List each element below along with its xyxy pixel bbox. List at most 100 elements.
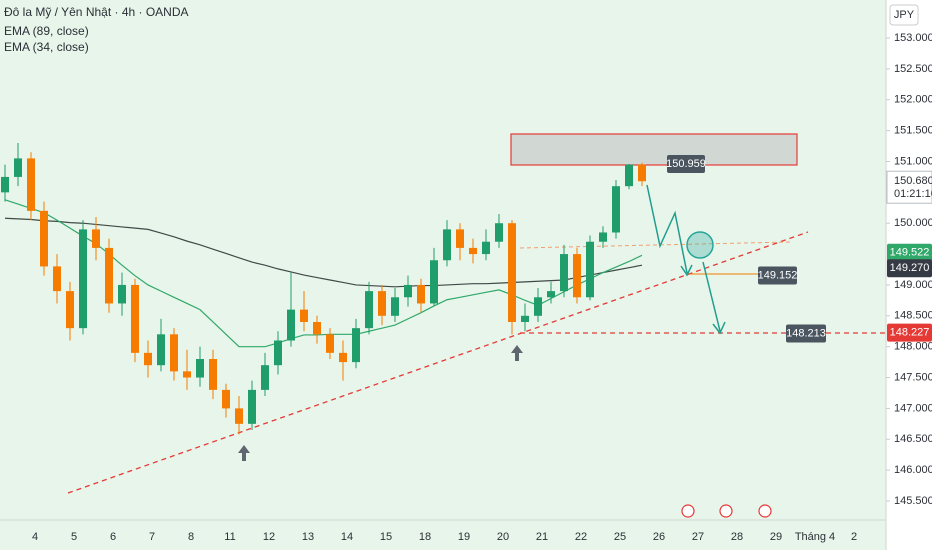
candle-body [300, 309, 308, 322]
arrow-head [712, 321, 726, 335]
ema-badge [887, 259, 932, 278]
candle-body [443, 229, 451, 261]
currency: JPY [894, 9, 915, 21]
projection-path [702, 261, 721, 332]
candle-body [66, 291, 74, 329]
candle-body [261, 365, 269, 390]
ema-badge [887, 243, 932, 262]
candle-body [495, 223, 503, 242]
ema-badge-label: 149.270 [890, 262, 930, 274]
candle-body [404, 284, 412, 298]
candle-body [40, 210, 48, 267]
candle-body [612, 186, 620, 233]
y-tick-label: 151.000 [894, 155, 932, 167]
candle-body [365, 291, 373, 329]
event-icon [719, 504, 733, 518]
level-badge-label: 148.227 [890, 327, 930, 339]
candle-body [27, 158, 35, 211]
highlight-circle [686, 231, 714, 259]
y-tick-label: 147.500 [894, 371, 932, 383]
candle-body [248, 389, 256, 424]
x-tick-label: 5 [71, 531, 77, 543]
x-tick-label: 26 [653, 531, 665, 543]
neckline [519, 241, 791, 249]
up-arrow [238, 445, 250, 461]
currency-box[interactable] [889, 4, 919, 26]
x-tick-label: 14 [341, 531, 353, 543]
candle-body [287, 309, 295, 341]
candle-body [183, 371, 191, 378]
x-tick-label: 2 [851, 531, 857, 543]
y-tick-label: 146.000 [894, 464, 932, 476]
event-icon [758, 504, 772, 518]
trend-line [67, 231, 809, 494]
last-price-badge [886, 170, 932, 204]
candle-body [14, 158, 22, 177]
x-tick-label: 22 [575, 531, 587, 543]
x-tick-label: Tháng 4 [795, 531, 835, 543]
chart-title: Đô la Mỹ / Yên Nhật · 4h · OANDA [4, 5, 189, 19]
x-tick-label: 11 [224, 531, 235, 543]
candle-body [391, 297, 399, 316]
x-tick-label: 25 [614, 531, 626, 543]
annotation-badge [786, 324, 826, 343]
candle-body [339, 352, 347, 363]
x-tick-label: 19 [458, 531, 470, 543]
candle-body [144, 352, 152, 366]
event-icon [681, 504, 695, 518]
candle-body [105, 247, 113, 304]
x-tick-label: 15 [380, 531, 392, 543]
y-tick-label: 151.500 [894, 125, 932, 137]
annotation-badge-label: 150.959 [666, 158, 706, 170]
candle-body [170, 334, 178, 372]
candle-body [79, 229, 87, 329]
candle-body [599, 232, 607, 242]
candle-body [196, 359, 204, 378]
candle-body [274, 340, 282, 366]
y-tick-label: 150.000 [894, 217, 932, 229]
y-tick-label: 149.000 [894, 279, 932, 291]
candle-body [638, 164, 646, 182]
x-tick-label: 6 [110, 531, 116, 543]
candle-body [209, 359, 217, 390]
candle-body [92, 229, 100, 248]
x-tick-label: 12 [263, 531, 275, 543]
candle-body [222, 389, 230, 409]
y-tick-label: 148.000 [894, 341, 932, 353]
candle-body [469, 247, 477, 255]
candle-body [521, 315, 529, 322]
y-tick-label: 153.000 [894, 32, 932, 44]
drawings [67, 133, 886, 518]
candle-body [235, 408, 243, 424]
candle-body [326, 334, 334, 353]
candle-body [352, 328, 360, 363]
annotation-badge [667, 155, 705, 174]
annotation-badge-label: 148.213 [786, 327, 826, 339]
candle-body [560, 254, 568, 292]
y-tick-label: 152.500 [894, 63, 932, 75]
x-tick-label: 27 [692, 531, 704, 543]
candle-body [482, 241, 490, 255]
candle-body [456, 229, 464, 248]
candle-body [573, 254, 581, 298]
event-icons [681, 504, 772, 518]
x-tick-label: 20 [497, 531, 509, 543]
legend-entry: EMA (34, close) [4, 40, 89, 54]
countdown: 01:21:10 [894, 188, 932, 200]
y-tick-label: 145.500 [894, 495, 932, 507]
candle-body [1, 176, 9, 193]
candle-body [586, 241, 594, 298]
candle-body [417, 284, 425, 304]
x-tick-label: 13 [302, 531, 314, 543]
y-tick-label: 146.500 [894, 433, 932, 445]
candle-body [508, 223, 516, 322]
candle-body [534, 297, 542, 316]
y-tick-label: 152.000 [894, 94, 932, 106]
x-tick-label: 18 [419, 531, 431, 543]
level-badge [887, 323, 932, 342]
candle-body [625, 164, 633, 187]
arrow-head [680, 264, 693, 277]
up-arrow [511, 345, 523, 361]
candle-body [118, 284, 126, 304]
